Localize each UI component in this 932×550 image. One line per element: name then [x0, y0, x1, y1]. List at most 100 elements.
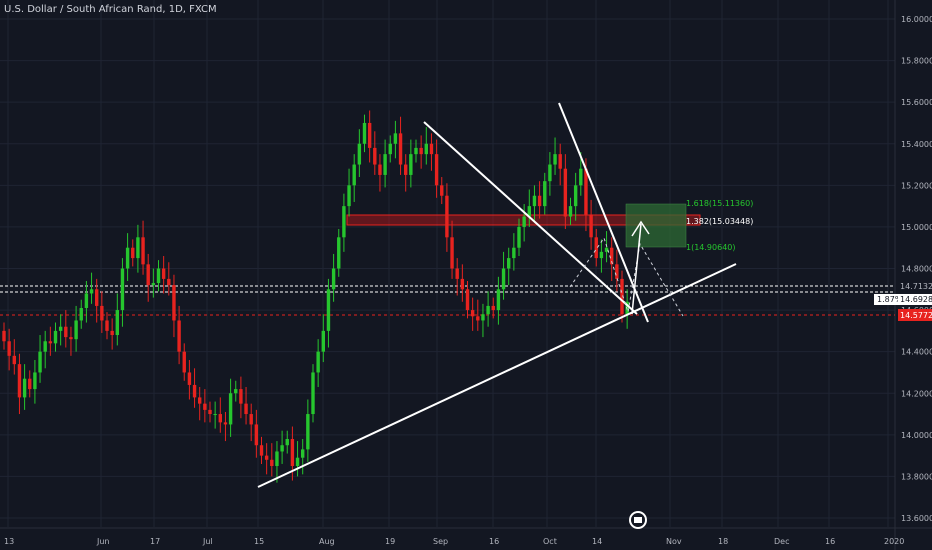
candle-body — [568, 206, 573, 217]
candle-body — [440, 185, 444, 196]
candle-body — [306, 414, 310, 450]
candle-body — [527, 206, 531, 217]
candle-body — [589, 214, 593, 238]
candle-body — [38, 351, 42, 373]
time-tick-label: 14 — [592, 537, 602, 546]
candle-body — [203, 403, 207, 410]
candle-body — [249, 414, 253, 425]
price-tick-label: 14.00000 — [901, 431, 932, 440]
candle-body — [573, 185, 578, 207]
candle-body — [95, 289, 99, 306]
price-tick-label: 15.80000 — [901, 57, 932, 66]
candle-body — [460, 278, 465, 290]
candle-body — [280, 445, 284, 452]
candle-body — [331, 268, 336, 290]
candle-body — [7, 341, 11, 356]
candle-body — [105, 320, 109, 331]
candle-body — [244, 403, 248, 415]
time-tick-label: Nov — [666, 537, 682, 546]
candle-body — [239, 389, 243, 404]
candle-body — [234, 389, 238, 394]
price-lines — [0, 285, 895, 316]
candle-body — [89, 289, 94, 294]
pct-tag: 1.87% — [877, 295, 903, 304]
candle-body — [125, 247, 130, 269]
candle-body — [342, 206, 346, 238]
candle-body — [501, 268, 506, 290]
candle-body — [316, 351, 320, 373]
projection-dashed — [569, 236, 684, 317]
candle-body — [594, 237, 598, 259]
candle-body — [110, 330, 114, 336]
candle-body — [12, 355, 16, 365]
candle-body — [17, 364, 22, 398]
candle-body — [64, 326, 68, 338]
candle-body — [326, 289, 331, 331]
time-tick-label: Aug — [319, 537, 335, 546]
candle-body — [383, 154, 387, 175]
price-tick-label: 15.40000 — [901, 140, 932, 149]
candle-body — [43, 341, 47, 352]
candle-body — [579, 168, 583, 186]
time-tick-label: Oct — [543, 537, 557, 546]
candle-body — [275, 451, 279, 467]
candle-body — [486, 305, 490, 315]
candle-body — [58, 326, 63, 331]
candle-body — [615, 264, 619, 279]
ascending-trendline — [257, 263, 737, 488]
candle-body — [517, 226, 521, 248]
candle-body — [28, 378, 32, 390]
candle-body — [445, 195, 449, 238]
candle-body — [367, 122, 372, 148]
fib-1618-label: 1.618(15.11360) — [686, 199, 753, 208]
projection-arrow — [631, 223, 642, 315]
candle-body — [213, 414, 217, 416]
target-zone — [625, 203, 687, 248]
candle-body — [84, 293, 89, 309]
time-tick-label: Dec — [774, 537, 789, 546]
tradingview-logo[interactable] — [629, 511, 647, 529]
candle-body — [290, 438, 295, 467]
candle-body — [491, 305, 495, 311]
chart-title: U.S. Dollar / South African Rand, 1D, FX… — [4, 4, 217, 15]
candle-body — [470, 310, 475, 317]
fib-annotations: 1.618(15.11360) 1.382(15.03448) 1(14.906… — [686, 199, 753, 252]
candle-body — [507, 258, 511, 269]
candle-body — [553, 154, 557, 165]
fib-1382-label: 1.382(15.03448) — [686, 217, 753, 226]
candle-body — [228, 393, 233, 425]
price-tick-label: 14.40000 — [901, 348, 932, 357]
time-axis[interactable]: 13 Jun 17 Jul 15 Aug 19 Sep 16 Oct 14 Nov 18 Dec 16 202… — [4, 537, 904, 546]
price-tag-a: 14.71327 — [900, 282, 932, 291]
time-tick-label: 19 — [385, 537, 395, 546]
candle-body — [151, 283, 156, 286]
last-price-box — [898, 309, 932, 321]
candle-body — [208, 409, 212, 415]
price-tick-label: 16.00000 — [901, 15, 932, 24]
candle-body — [146, 264, 150, 286]
time-tick-label: 15 — [254, 537, 264, 546]
candle-body — [373, 147, 377, 165]
candle-body — [53, 330, 58, 344]
time-tick-label: Jun — [96, 537, 110, 546]
time-tick-label: 2020 — [884, 537, 904, 546]
pct-tag-box — [874, 294, 898, 305]
candle-body — [496, 289, 501, 311]
candle-body — [22, 378, 27, 398]
price-tick-label: 15.60000 — [901, 98, 932, 107]
candle-body — [218, 414, 222, 423]
candle-body — [301, 449, 305, 458]
candle-body — [429, 143, 434, 155]
candle-body — [69, 337, 73, 340]
candle-body — [177, 320, 181, 352]
candle-body — [476, 316, 480, 321]
candle-body — [167, 278, 171, 286]
last-price-tag: 14.57723 — [900, 311, 932, 320]
candle-body — [259, 445, 264, 456]
candle-body — [141, 237, 145, 265]
candle-body — [182, 351, 186, 373]
price-tick-label: 14.20000 — [901, 389, 932, 398]
candle-body — [187, 372, 192, 385]
candle-body — [450, 237, 454, 269]
